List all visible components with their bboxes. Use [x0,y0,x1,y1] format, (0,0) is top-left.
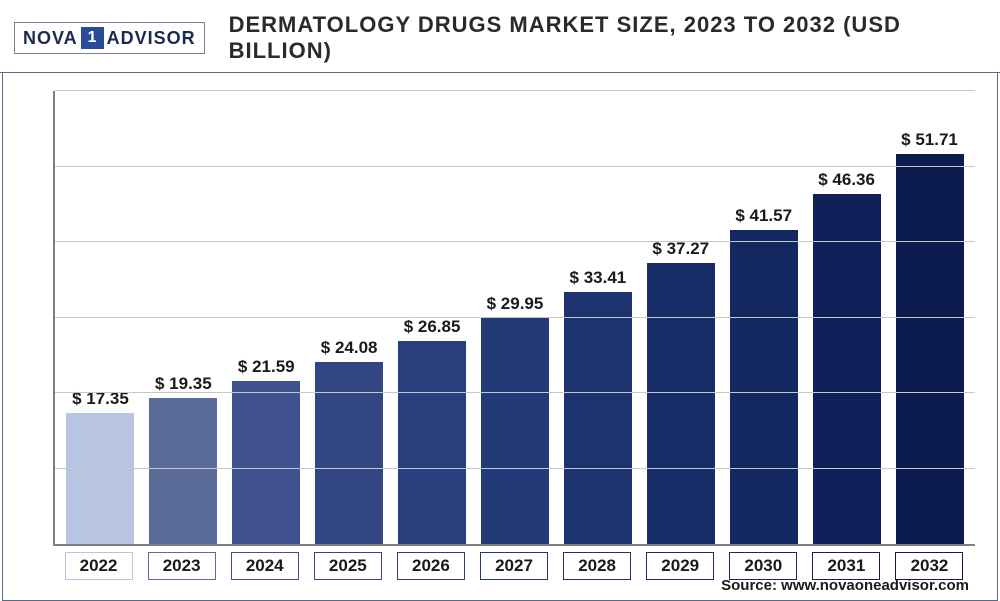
logo-text-nova: NOVA [23,28,78,49]
bar-slot: $ 37.27 [639,91,722,544]
bar [232,381,300,544]
x-label-box: 2022 [57,552,140,580]
logo-badge: 1 [81,27,104,49]
x-label-box: 2026 [389,552,472,580]
source-attribution: Source: www.novaoneadvisor.com [721,577,969,594]
bar [149,398,217,544]
bar [315,362,383,544]
x-axis-category: 2032 [895,552,963,580]
x-label-box: 2025 [306,552,389,580]
x-label-box: 2028 [556,552,639,580]
x-axis-category: 2022 [65,552,133,580]
bar-value-label: $ 24.08 [321,338,378,358]
bar-slot: $ 21.59 [225,91,308,544]
grid-line [55,317,975,318]
bar-value-label: $ 51.71 [901,130,958,150]
bars-row: $ 17.35 $ 19.35 $ 21.59 $ 24.08 $ 26.85 $ 29.… [55,91,975,544]
bar-value-label: $ 19.35 [155,374,212,394]
x-axis-category: 2031 [812,552,880,580]
x-axis-category: 2029 [646,552,714,580]
bar [398,341,466,544]
logo: NOVA 1 ADVISOR [14,22,205,54]
x-axis-category: 2027 [480,552,548,580]
bar [730,230,798,544]
chart-plot-area: $ 17.35 $ 19.35 $ 21.59 $ 24.08 $ 26.85 $ 29.… [53,91,975,546]
bar-value-label: $ 21.59 [238,357,295,377]
bar-slot: $ 29.95 [474,91,557,544]
grid-line [55,166,975,167]
x-label-box: 2027 [472,552,555,580]
bar-value-label: $ 33.41 [570,268,627,288]
bar-value-label: $ 29.95 [487,294,544,314]
x-label-box: 2024 [223,552,306,580]
x-axis-category: 2028 [563,552,631,580]
bar-slot: $ 24.08 [308,91,391,544]
grid-line [55,241,975,242]
bar-slot: $ 41.57 [722,91,805,544]
x-label-box: 2030 [722,552,805,580]
bar-slot: $ 33.41 [556,91,639,544]
bar-slot: $ 17.35 [59,91,142,544]
bar-slot: $ 19.35 [142,91,225,544]
x-label-box: 2029 [639,552,722,580]
bar [564,292,632,544]
x-label-box: 2032 [888,552,971,580]
x-label-box: 2023 [140,552,223,580]
x-axis-category: 2025 [314,552,382,580]
bar-slot: $ 26.85 [391,91,474,544]
x-label-box: 2031 [805,552,888,580]
bar-slot: $ 46.36 [805,91,888,544]
bar-value-label: $ 41.57 [735,206,792,226]
chart-body: $ 17.35 $ 19.35 $ 21.59 $ 24.08 $ 26.85 $ 29.… [2,73,998,601]
x-axis-category: 2030 [729,552,797,580]
logo-text-advisor: ADVISOR [107,28,196,49]
bar [896,154,964,544]
grid-line [55,468,975,469]
bar [647,263,715,544]
chart-title: DERMATOLOGY DRUGS MARKET SIZE, 2023 TO 2… [229,12,986,64]
x-axis-category: 2026 [397,552,465,580]
bar [481,318,549,544]
x-axis-category: 2024 [231,552,299,580]
grid-line [55,392,975,393]
bar-value-label: $ 26.85 [404,317,461,337]
grid-line [55,90,975,91]
bar-value-label: $ 46.36 [818,170,875,190]
bar [66,413,134,544]
bar [813,194,881,544]
bar-slot: $ 51.71 [888,91,971,544]
x-axis-category: 2023 [148,552,216,580]
x-axis-labels: 2022 2023 2024 2025 2026 2027 2028 2029 2030 2031… [53,546,975,580]
header: NOVA 1 ADVISOR DERMATOLOGY DRUGS MARKET … [0,0,1000,73]
